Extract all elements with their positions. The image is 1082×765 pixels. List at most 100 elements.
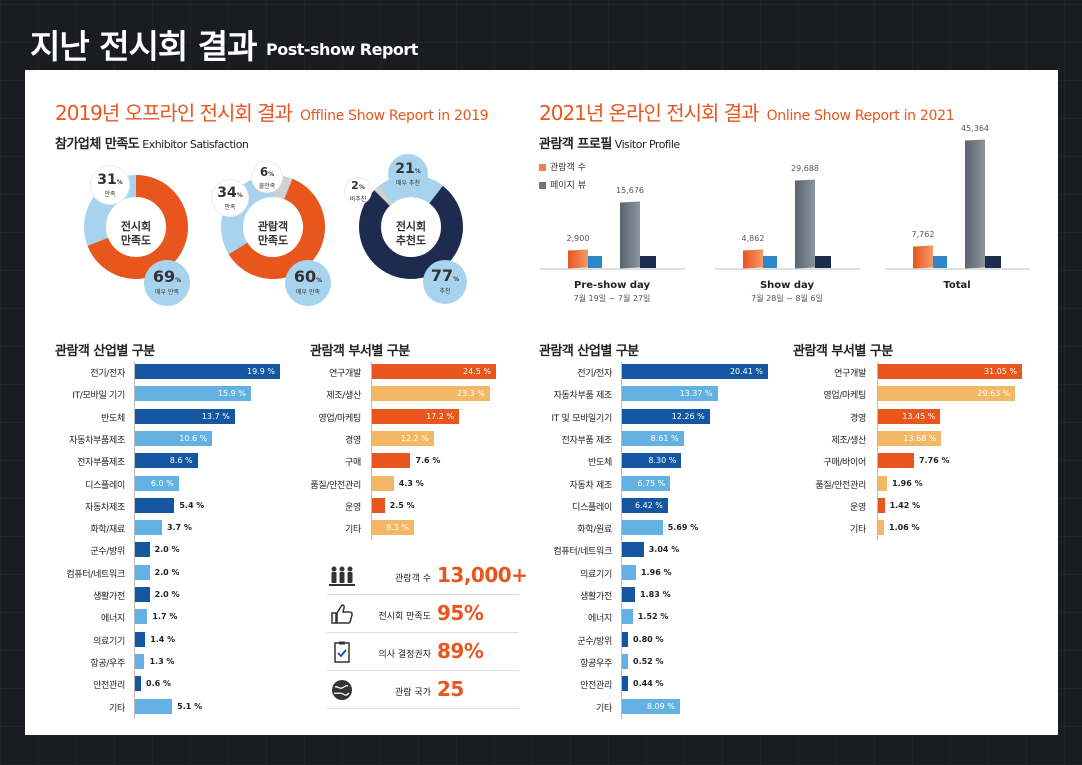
offline-section-title: 2019년 오프라인 전시회 결과 Offline Show Report in … (55, 97, 489, 126)
offline-industry-value: 2.0 % (154, 545, 180, 555)
offline-industry-label: 항공/우주 (90, 658, 125, 669)
online-industry-value: 12.26 % (671, 411, 705, 421)
offline-industry-bar: 2.0 % (135, 542, 180, 558)
online-industry-bar: 1.83 % (622, 587, 671, 602)
bubble-label: 추천 (439, 288, 451, 295)
visitor-profile-title-ko: 관람객 프로필 (539, 137, 612, 152)
offline-industry-label: 안전관리 (93, 681, 125, 692)
center-line-2: 추천도 (395, 234, 427, 247)
profile-bar-shadow (588, 256, 602, 268)
online-industry-bar: 0.80 % (622, 631, 664, 647)
offline-department-value: 12.2 % (400, 433, 429, 443)
offline-industry-label: 군수/방위 (90, 547, 125, 558)
offline-industry-bar: 13.7 % (135, 408, 235, 424)
offline-industry-value: 0.6 % (146, 679, 171, 689)
offline-industry-label: 전기/전자 (90, 369, 125, 379)
profile-bar-shadow (763, 256, 777, 268)
offline-industry-bar: 1.4 % (135, 631, 175, 647)
center-line-1: 전시회 (395, 220, 427, 233)
pct-sign: % (316, 277, 323, 284)
profile-bar-shadow (985, 256, 1001, 268)
offline-industry-value: 2.0 % (154, 567, 180, 577)
online-industry-value: 5.69 % (667, 523, 699, 533)
offline-industry-label: 디스플레이 (85, 480, 125, 491)
donut-center-label: 관람객 만족도 (243, 220, 303, 248)
crowd-icon (329, 565, 355, 587)
offline-department-label: 품질/안전관리 (310, 480, 361, 491)
offline-industry-label: 생활가전 (93, 592, 125, 602)
profile-bar-visitors (913, 245, 933, 269)
bubble-very-satisfied: 69% 매우 만족 (144, 260, 190, 306)
bubble-not-recommend: 2% 비추천 (345, 178, 371, 204)
offline-department-label: 제조/생산 (326, 391, 361, 402)
offline-industry-axis (134, 362, 135, 719)
offline-department-bar: 7.6 % (372, 453, 440, 469)
profile-visitors-value: 7,762 (911, 230, 935, 240)
online-department-value: 1.06 % (889, 523, 920, 533)
bubble-label: 불만족 (258, 182, 276, 190)
offline-industry-value: 19.9 % (247, 367, 275, 376)
bubble-value: 69 (152, 267, 176, 286)
online-section-title: 2021년 온라인 전시회 결과 Online Show Report in 20… (539, 97, 955, 126)
online-industry-value: 6.42 % (634, 500, 663, 510)
pct-sign: % (453, 276, 460, 283)
offline-industry-bar: 1.3 % (135, 653, 174, 669)
online-industry-bar: 0.44 % (622, 676, 664, 692)
offline-industry-value: 2.0 % (154, 590, 180, 599)
online-department-bar: 1.96 % (878, 475, 923, 491)
online-department-bar: 1.06 % (878, 520, 920, 536)
profile-views-value: 15,676 (616, 186, 644, 195)
offline-title-ko: 2019년 오프라인 전시회 결과 (55, 101, 293, 125)
report-panel: 2019년 오프라인 전시회 결과 Offline Show Report in … (25, 70, 1058, 735)
satisfaction-title: 참가업체 만족도 Exhibitor Satisfaction (55, 133, 249, 152)
online-department-label: 품질/안전관리 (815, 480, 866, 491)
profile-bar-views (620, 201, 640, 269)
bubble-satisfied: 31% 만족 (91, 166, 129, 204)
offline-industry-bar: 2.0 % (135, 564, 180, 580)
offline-industry-bar: 5.1 % (135, 698, 202, 714)
bubble-value: 77 (430, 266, 454, 285)
online-title-ko: 2021년 온라인 전시회 결과 (539, 101, 760, 125)
online-industry-label: 반도체 (588, 458, 612, 469)
bubble-value: 34 (217, 184, 237, 201)
offline-industry-label: 기타 (109, 703, 125, 714)
profile-bar-views (965, 139, 985, 269)
online-industry-label: 군수/방위 (577, 636, 612, 647)
online-industry-bar: 1.52 % (622, 609, 668, 625)
profile-visitors-value: 2,900 (566, 234, 590, 243)
online-industry-value: 8.09 % (646, 701, 675, 711)
online-industry-label: 디스플레이 (572, 502, 612, 513)
profile-group-date: 7월 19일 ~ 7월 27일 (573, 294, 651, 303)
online-industry-label: IT 및 모바일기기 (551, 413, 612, 424)
page-subtitle: Post-show Report (266, 40, 418, 59)
offline-department-title: 관람객 부서별 구분 (310, 344, 410, 359)
offline-department-label: 경영 (345, 435, 361, 446)
visitor-profile-title: 관람객 프로필 Visitor Profile (539, 133, 680, 152)
profile-bar-visitors (743, 249, 763, 269)
offline-department-value: 17.2 % (426, 411, 455, 421)
online-industry-label: 생활가전 (580, 592, 612, 602)
offline-department-axis (371, 362, 372, 541)
online-industry-value: 13.37 % (679, 389, 713, 399)
online-industry-label: 의료기기 (580, 569, 612, 580)
stat-label: 관람객 수 (395, 574, 431, 584)
offline-industry-value: 1.7 % (152, 612, 178, 622)
stat-value: 89% (437, 639, 484, 663)
online-industry-value: 8.61 % (650, 433, 679, 443)
legend-label: 페이지 뷰 (550, 181, 586, 191)
profile-group-label: Pre-show day (574, 280, 650, 291)
online-industry-bar: 6.42 % (622, 497, 668, 513)
online-department-value: 1.96 % (892, 478, 923, 488)
offline-industry-bar: 0.6 % (135, 676, 171, 692)
page-title: 지난 전시회 결과 (30, 27, 257, 66)
online-industry-bar: 20.41 % (622, 364, 768, 379)
stat-value: 25 (437, 677, 464, 701)
online-industry-bar: 8.61 % (622, 430, 684, 446)
online-industry-bar: 13.37 % (622, 386, 718, 402)
online-industry-value: 6.75 % (637, 478, 666, 488)
satisfaction-title-ko: 참가업체 만족도 (55, 137, 140, 152)
online-department-axis (877, 362, 878, 541)
online-department-value: 29.63 % (977, 389, 1011, 399)
online-industry-label: 전자부품 제조 (561, 435, 613, 446)
online-industry-value: 1.52 % (637, 612, 669, 622)
